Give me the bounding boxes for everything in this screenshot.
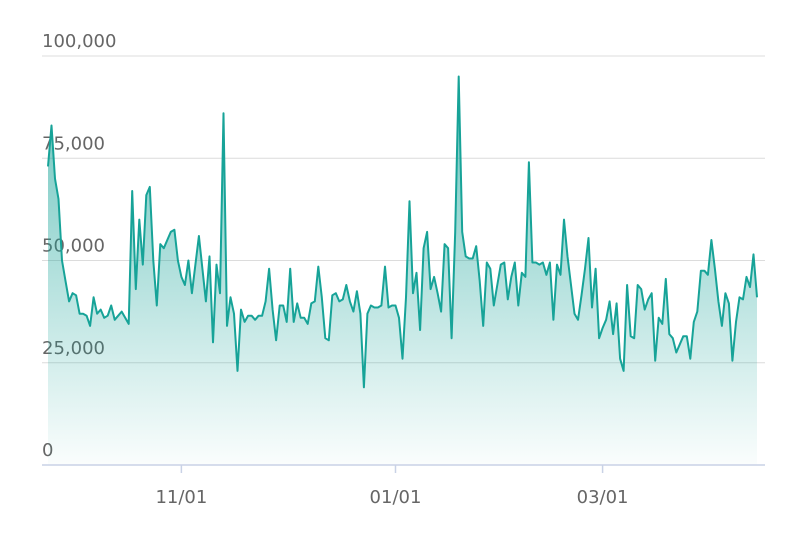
x-tick-label: 03/01 <box>577 487 629 508</box>
x-tick-label: 01/01 <box>370 487 422 508</box>
y-tick-label: 0 <box>42 440 53 461</box>
x-tick-label: 11/01 <box>155 487 207 508</box>
line <box>47 75 758 389</box>
area-fill <box>48 76 757 465</box>
y-tick-label: 100,000 <box>42 31 116 52</box>
y-tick-label: 75,000 <box>42 133 105 154</box>
